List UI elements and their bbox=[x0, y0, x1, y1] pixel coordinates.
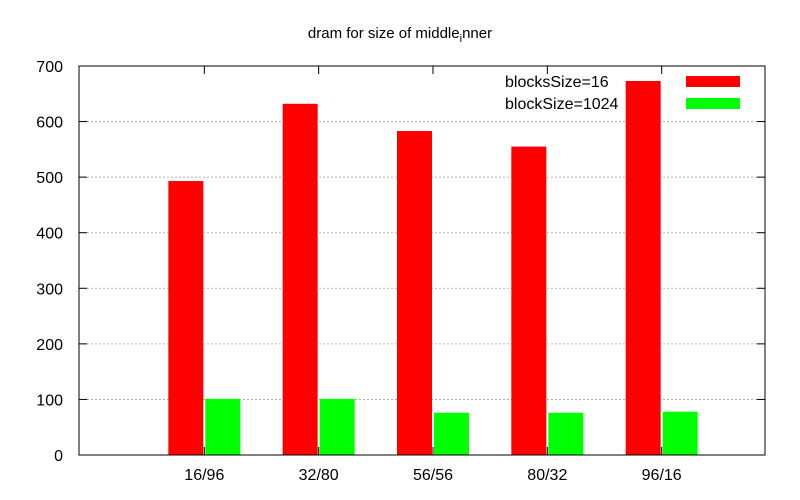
y-tick-label: 300 bbox=[36, 281, 63, 298]
x-tick-label: 96/16 bbox=[642, 467, 682, 484]
bar-series2 bbox=[319, 398, 355, 455]
x-tick-label: 80/32 bbox=[527, 467, 567, 484]
legend-label: blockSize=1024 bbox=[505, 96, 619, 113]
bar-series2 bbox=[434, 412, 469, 455]
bar-series2 bbox=[205, 398, 241, 455]
x-tick-label: 16/96 bbox=[184, 467, 224, 484]
y-tick-label: 600 bbox=[36, 115, 63, 132]
chart-title-suffix: nner bbox=[462, 25, 492, 42]
bar-series1 bbox=[168, 181, 204, 456]
x-tick-label: 32/80 bbox=[299, 467, 339, 484]
legend: blocksSize=16 blockSize=1024 bbox=[505, 74, 740, 113]
bar-series2 bbox=[548, 412, 584, 455]
bar-series1 bbox=[625, 81, 661, 456]
chart-title: dram for size of middleinner bbox=[308, 25, 492, 45]
y-tick-label: 0 bbox=[54, 448, 63, 465]
bars bbox=[168, 81, 698, 456]
plot-frame bbox=[78, 65, 766, 456]
legend-label: blocksSize=16 bbox=[505, 74, 609, 91]
y-tick-label: 400 bbox=[36, 226, 63, 243]
y-tick-label: 700 bbox=[36, 59, 63, 76]
y-tick-label: 200 bbox=[36, 337, 63, 354]
x-tick-label: 56/56 bbox=[413, 467, 453, 484]
bar-series1 bbox=[397, 131, 432, 456]
legend-swatch bbox=[686, 76, 740, 87]
y-tick-label: 100 bbox=[36, 392, 63, 409]
y-tick-label: 500 bbox=[36, 170, 63, 187]
bar-series1 bbox=[282, 103, 318, 455]
bar-series2 bbox=[662, 411, 698, 455]
bar-series1 bbox=[511, 146, 547, 456]
chart-title-main: dram for size of middle bbox=[308, 25, 460, 42]
legend-swatch bbox=[686, 98, 740, 109]
axis-ticks: 0 100 200 300 400 500 600 700 16/96 32/80 56/56 80/… bbox=[36, 59, 765, 484]
chart-title-subscript: i bbox=[460, 33, 462, 45]
